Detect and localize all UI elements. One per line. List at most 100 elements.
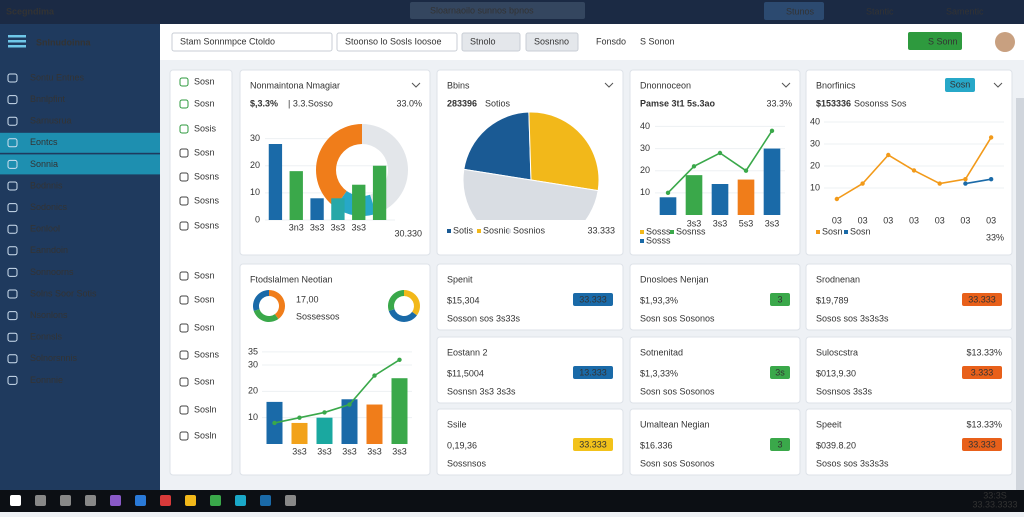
tab-label[interactable]: S Sonon [640, 36, 675, 46]
task-icon[interactable] [135, 495, 146, 506]
task-icon[interactable] [285, 495, 296, 506]
nav-item[interactable]: Eonnsls [30, 332, 63, 342]
y-tick-label: 10 [640, 187, 650, 197]
subnav-item[interactable]: Sosln [194, 430, 217, 440]
badge[interactable] [962, 366, 1002, 379]
badge[interactable] [573, 366, 613, 379]
subnav-item[interactable]: Sosis [194, 123, 217, 133]
badge-label[interactable]: 3 [777, 294, 782, 304]
footer: 33.333 [587, 225, 615, 235]
subnav-item[interactable]: Sosns [194, 195, 220, 205]
nav-item[interactable]: Sonnia [30, 159, 58, 169]
badge-label[interactable]: 33.333 [968, 439, 996, 449]
tab[interactable] [171, 32, 333, 52]
nav-icon [7, 311, 18, 321]
task-icon[interactable] [60, 495, 71, 506]
badge-label[interactable]: 13.333 [579, 367, 607, 377]
card-sub: Sosn sos Sosonos [640, 386, 715, 396]
badge[interactable] [770, 366, 790, 379]
badge-label[interactable]: 33.333 [968, 294, 996, 304]
tab-label[interactable]: Sosnsno [534, 36, 569, 46]
chevron[interactable] [993, 82, 1003, 88]
subnav-item[interactable]: Sosn [194, 98, 215, 108]
subnav-item[interactable]: Sosns [194, 349, 220, 359]
x-tick-label: 3s3 [342, 446, 357, 456]
task-icon[interactable] [235, 495, 246, 506]
tab[interactable] [461, 32, 521, 52]
nav-item[interactable]: Bnnlpfint [30, 94, 66, 104]
nav-item[interactable]: Sodonics [30, 202, 68, 212]
badge[interactable] [962, 438, 1002, 451]
subnav-item[interactable]: Sosn [194, 294, 215, 304]
chevron[interactable] [411, 82, 421, 88]
task-icon[interactable] [260, 495, 271, 506]
menu-item[interactable]: Stantic [866, 6, 894, 16]
line [836, 136, 992, 200]
nav-item[interactable]: Sonnoorns [30, 267, 74, 277]
badge[interactable] [962, 293, 1002, 306]
task-icon[interactable] [110, 495, 121, 506]
nav-item[interactable]: Eonlool [30, 224, 60, 234]
task-icon[interactable] [210, 495, 221, 506]
badge-label[interactable]: 33.333 [579, 439, 607, 449]
search-text[interactable]: Sloarnaoilo sunnos bpnos [430, 5, 534, 15]
legend-label: Sosss [646, 226, 671, 236]
badge[interactable] [770, 438, 790, 451]
task-icon[interactable] [185, 495, 196, 506]
tab[interactable] [525, 32, 579, 52]
nav-item[interactable]: Sontu Entnes [30, 72, 85, 82]
stat-sub: Sossessos [296, 311, 340, 321]
tab-label[interactable]: Stoonso lo Sosls Ioosoe [345, 36, 442, 46]
task-icon[interactable] [10, 495, 21, 506]
badge-label[interactable]: 3 [777, 439, 782, 449]
menu-item[interactable]: Stunos [786, 6, 815, 16]
card-title: Eostann 2 [447, 347, 488, 357]
subnav-item[interactable]: Sosns [194, 171, 220, 181]
badge-label[interactable]: 3s [775, 367, 785, 377]
search-box[interactable] [410, 2, 585, 19]
nav-item[interactable]: Solns Soor Sotis [30, 288, 97, 298]
menu-button[interactable] [764, 2, 824, 20]
task-icon[interactable] [35, 495, 46, 506]
nav-item[interactable]: Eonnnie [30, 375, 63, 385]
subnav-item[interactable]: Sosn [194, 270, 215, 280]
subnav-item[interactable]: Sosn [194, 376, 215, 386]
badge[interactable] [573, 438, 613, 451]
badge-label[interactable]: 33.333 [579, 294, 607, 304]
nav-item[interactable]: Solnorsnnis [30, 353, 78, 363]
subnav-item[interactable]: Sosn [194, 76, 215, 86]
subnav-item[interactable]: Sosn [194, 147, 215, 157]
nav-item[interactable]: Nsonlons [30, 310, 68, 320]
tab-label[interactable]: Fonsdo [596, 36, 626, 46]
task-icon[interactable] [85, 495, 96, 506]
badge-label[interactable]: Sosn [950, 79, 971, 89]
chevron[interactable] [781, 82, 791, 88]
subnav-item[interactable]: Sosn [194, 322, 215, 332]
subnav-icon [179, 172, 189, 182]
tab-label[interactable]: Stnolo [470, 36, 496, 46]
avatar[interactable] [995, 32, 1015, 52]
nav-item[interactable]: Eontcs [30, 137, 58, 147]
badge[interactable] [945, 78, 975, 92]
subnav-item[interactable]: Sosln [194, 404, 217, 414]
task-icon[interactable] [160, 495, 171, 506]
card-sub: Sosos sos 3s3s3s [816, 458, 889, 468]
action-button[interactable] [908, 32, 962, 50]
subnav-item[interactable]: Sosns [194, 220, 220, 230]
nav-item[interactable]: Eanndoin [30, 245, 68, 255]
menu-item[interactable]: Samentic [946, 6, 984, 16]
tab-label[interactable]: Stam Sonnmpce Ctoldo [180, 36, 275, 46]
card-value: $15,304 [447, 295, 480, 305]
badge[interactable] [573, 293, 613, 306]
action-label[interactable]: S Sonn [928, 36, 958, 46]
badge[interactable] [770, 293, 790, 306]
bar [685, 175, 703, 215]
subnav-icon [179, 271, 189, 281]
badge-label[interactable]: 3.333 [971, 367, 994, 377]
tab[interactable] [336, 32, 458, 52]
nav-item[interactable]: Sarnusrua [30, 116, 72, 126]
pie-slice [362, 124, 408, 214]
chevron[interactable] [604, 82, 614, 88]
nav-item[interactable]: Bodnnis [30, 180, 63, 190]
